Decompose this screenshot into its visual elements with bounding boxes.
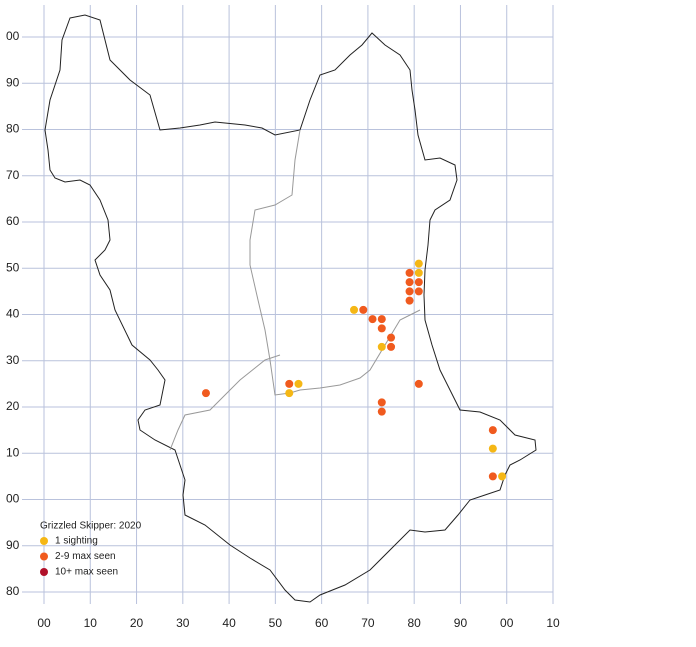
y-tick-label: 80	[6, 122, 20, 136]
x-tick-label: 10	[84, 616, 98, 630]
sighting-dot	[405, 268, 414, 277]
sighting-dot	[414, 268, 423, 277]
grid	[22, 5, 554, 604]
legend-label: 2-9 max seen	[55, 551, 116, 562]
y-tick-label: 30	[6, 353, 20, 367]
district-boundary	[169, 354, 281, 451]
sighting-dot	[377, 315, 386, 324]
sighting-dot	[377, 398, 386, 407]
sighting-dot	[368, 315, 377, 324]
y-tick-label: 00	[6, 492, 20, 506]
sighting-dot	[498, 472, 507, 481]
district-boundary	[249, 129, 421, 396]
x-tick-label: 00	[500, 616, 514, 630]
sighting-dot	[414, 287, 423, 296]
y-tick-label: 40	[6, 307, 20, 321]
sighting-dot	[201, 389, 210, 398]
sighting-dot	[405, 287, 414, 296]
sighting-dot	[414, 259, 423, 268]
sighting-dot	[350, 305, 359, 314]
x-tick-label: 80	[408, 616, 422, 630]
sighting-dot	[285, 389, 294, 398]
sighting-dot	[377, 324, 386, 333]
y-tick-label: 00	[6, 29, 20, 43]
sighting-dot	[387, 333, 396, 342]
county-boundary	[44, 14, 537, 603]
sighting-dot	[488, 426, 497, 435]
x-tick-label: 70	[361, 616, 375, 630]
legend-title: Grizzled Skipper: 2020	[40, 521, 142, 532]
x-tick-label: 30	[176, 616, 190, 630]
x-tick-label: 00	[37, 616, 51, 630]
sighting-dot	[488, 444, 497, 453]
y-tick-label: 90	[6, 538, 20, 552]
sighting-dot	[377, 342, 386, 351]
sighting-dot	[488, 472, 497, 481]
sighting-dot	[414, 278, 423, 287]
y-tick-label: 10	[6, 445, 20, 459]
sighting-dot	[359, 305, 368, 314]
x-tick-label: 20	[130, 616, 144, 630]
legend-swatch	[40, 537, 48, 545]
y-tick-label: 60	[6, 214, 20, 228]
x-tick-label: 10	[546, 616, 560, 630]
legend: Grizzled Skipper: 2020 1 sighting 2-9 max…	[40, 521, 142, 578]
y-tick-label: 20	[6, 399, 20, 413]
legend-swatch	[40, 568, 48, 576]
legend-label: 1 sighting	[55, 536, 98, 547]
sighting-dot	[405, 296, 414, 305]
y-tick-label: 90	[6, 75, 20, 89]
x-tick-label: 50	[269, 616, 283, 630]
x-tick-label: 60	[315, 616, 329, 630]
sighting-dot	[414, 379, 423, 388]
x-tick-label: 90	[454, 616, 468, 630]
legend-swatch	[40, 552, 48, 561]
x-tick-label: 40	[222, 616, 236, 630]
sighting-dot	[294, 379, 303, 388]
sighting-dot	[405, 278, 414, 287]
y-tick-label: 80	[6, 584, 20, 598]
y-tick-label: 50	[6, 260, 20, 274]
sighting-dot	[285, 379, 294, 388]
sighting-dot	[387, 342, 396, 351]
sighting-dot	[377, 407, 386, 416]
y-tick-label: 70	[6, 168, 20, 182]
legend-label: 10+ max seen	[55, 567, 118, 578]
